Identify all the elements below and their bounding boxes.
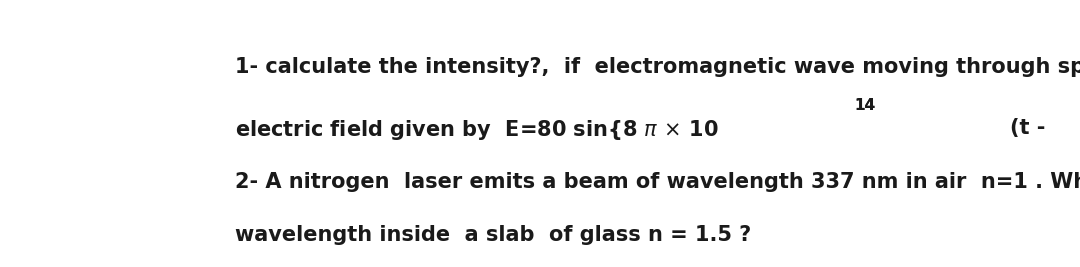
Text: 14: 14 [854,98,875,113]
Text: 1- calculate the intensity?,  if  electromagnetic wave moving through space has: 1- calculate the intensity?, if electrom… [235,57,1080,77]
Text: 14: 14 [854,98,875,113]
Text: electric field given by  E=80 sin{8 $\pi$ $\times$ 10: electric field given by E=80 sin{8 $\pi$… [235,118,719,142]
Text: 2- A nitrogen  laser emits a beam of wavelength 337 nm in air  n=1 . What is the: 2- A nitrogen laser emits a beam of wave… [235,172,1080,192]
Text: (t -: (t - [1010,118,1053,138]
Text: wavelength inside  a slab  of glass n = 1.5 ?: wavelength inside a slab of glass n = 1.… [235,225,752,245]
